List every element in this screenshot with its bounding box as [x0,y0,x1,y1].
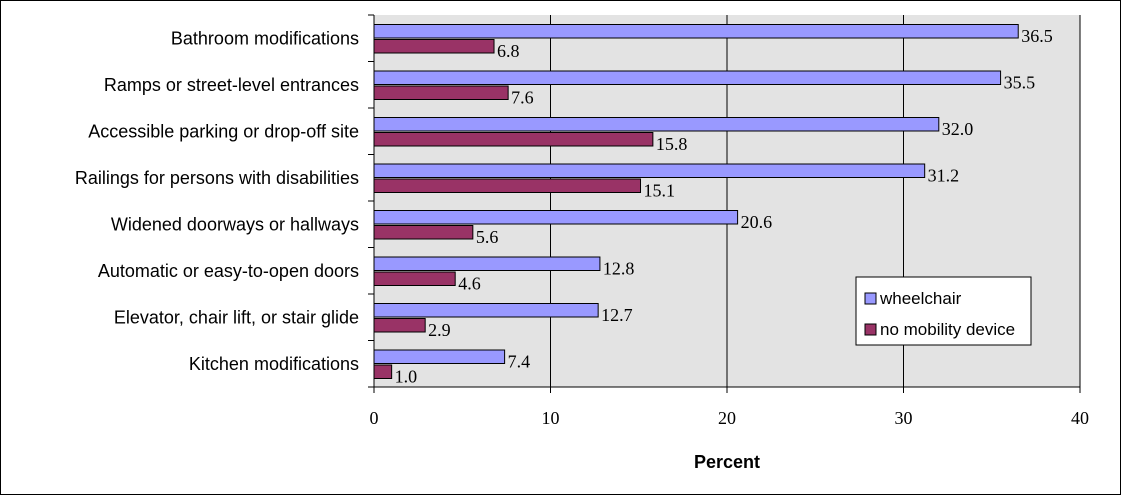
data-label: 12.7 [601,305,633,325]
category-label: Bathroom modifications [171,28,359,48]
category-label: Ramps or street-level entrances [104,75,359,95]
x-tick-label: 30 [895,408,913,428]
bar-wheelchair [373,256,601,271]
bar-wheelchair [373,210,739,225]
category-label: Accessible parking or drop-off site [88,121,359,141]
axes: Bathroom modifications Ramps or street-le… [75,14,1089,428]
data-label: 5.6 [476,227,499,247]
data-label: 2.9 [428,320,451,340]
data-label: 7.4 [508,352,531,372]
bar-no-mobility-device [373,318,426,333]
data-label: 7.6 [511,88,534,108]
bar-no-mobility-device [373,225,474,240]
bar-wheelchair [373,70,1002,85]
data-label: 35.5 [1004,73,1035,93]
legend-box [855,276,1032,346]
data-label: 31.2 [928,166,960,186]
legend-swatch [864,323,877,336]
bar-no-mobility-device [373,178,642,193]
data-label: 15.8 [656,134,688,154]
legend: wheelchair no mobility device [855,276,1032,346]
bar-no-mobility-device [373,271,456,286]
bar-wheelchair [373,117,940,132]
x-tick-label: 40 [1071,408,1089,428]
data-label: 36.5 [1021,26,1053,46]
x-axis-title: Percent [694,452,760,472]
bar-no-mobility-device [373,85,509,100]
data-label: 4.6 [458,274,481,294]
legend-label: wheelchair [879,289,962,308]
category-label: Kitchen modifications [189,354,359,374]
legend-label: no mobility device [880,320,1015,339]
data-label: 6.8 [497,41,520,61]
x-tick-label: 0 [370,408,379,428]
data-label: 12.8 [603,259,635,279]
bar-wheelchair [373,303,599,318]
x-tick-label: 20 [718,408,736,428]
legend-swatch [864,292,877,305]
bar-wheelchair [373,24,1019,39]
bar-wheelchair [373,163,926,178]
category-label: Widened doorways or hallways [111,214,359,234]
data-label: 20.6 [741,212,773,232]
bar-no-mobility-device [373,364,393,379]
bar-wheelchair [373,349,506,364]
category-label: Railings for persons with disabilities [75,168,359,188]
data-label: 1.0 [395,367,418,387]
category-label: Elevator, chair lift, or stair glide [114,307,359,327]
x-tick-label: 10 [542,408,560,428]
bar-no-mobility-device [373,39,495,54]
data-label: 15.1 [644,181,676,201]
data-label: 32.0 [942,119,974,139]
bar-no-mobility-device [373,132,654,147]
category-label: Automatic or easy-to-open doors [98,261,359,281]
